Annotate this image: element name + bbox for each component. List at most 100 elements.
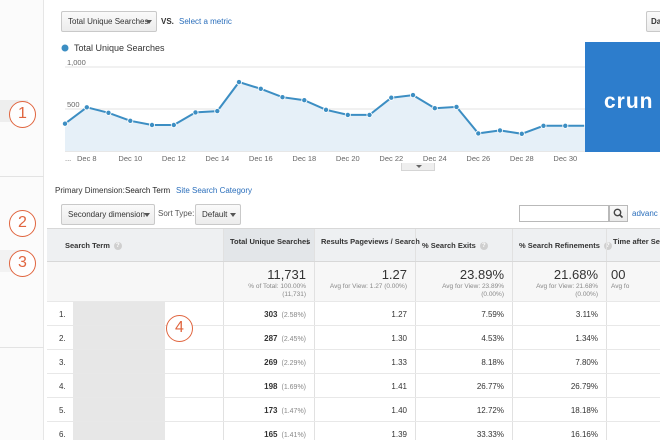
x-tick-label: Dec 12 (162, 154, 186, 163)
table-row: 5. 173 (1.47%) 1.40 12.72% 18.18% (47, 398, 660, 422)
sidebar-divider (0, 347, 44, 348)
header-label: Search Term? (65, 241, 122, 251)
searches-count: 165 (264, 430, 278, 439)
data-point (214, 108, 221, 115)
sort-type-select[interactable]: Default (195, 204, 241, 225)
chart-collapse-handle[interactable] (401, 163, 435, 171)
help-icon[interactable]: ? (479, 242, 488, 251)
select-metric-link[interactable]: Select a metric (179, 17, 232, 26)
cell-value: 26.79% (570, 382, 598, 391)
totals-searches: 11,731 % of Total: 100.00% (11,731) (223, 262, 314, 301)
totals-time: 00 Avg fo (606, 262, 660, 301)
totals-refinements: 21.68% Avg for View: 21.68% (0.00%) (512, 262, 606, 301)
table-row: 2. 287 (2.45%) 1.30 4.53% 1.34% (47, 326, 660, 350)
header-search-exits[interactable]: % Search Exits? (415, 229, 512, 261)
cell-value: 3.11% (575, 310, 598, 319)
cell-value: 33.33% (476, 430, 504, 439)
legend-label: Total Unique Searches (74, 43, 165, 53)
cell-value: 18.18% (570, 406, 598, 415)
advanced-filter-link[interactable]: advanc (632, 209, 658, 218)
chevron-down-icon (146, 20, 152, 24)
callout-badge: 3 (9, 250, 36, 277)
table-row: 6. 165 (1.41%) 1.39 33.33% 16.16% (47, 422, 660, 440)
row-index: 3. (59, 358, 66, 367)
searches-count: 269 (264, 358, 278, 367)
pageviews-cell: 1.30 (314, 326, 415, 349)
totals-subtext: Avg fo (611, 283, 630, 290)
help-icon[interactable]: ? (113, 242, 122, 251)
searches-value: 303 (2.58%) (264, 310, 306, 319)
header-label: % Search Refinements? (519, 241, 612, 251)
header-search-term[interactable]: Search Term? (47, 229, 223, 261)
searches-value: 165 (1.41%) (264, 430, 306, 439)
data-point (518, 130, 525, 137)
header-results-pageviews[interactable]: Results Pageviews / Search (314, 229, 420, 261)
searches-percent: (2.45%) (281, 336, 306, 343)
row-index: 1. (59, 310, 66, 319)
searches-count: 287 (264, 334, 278, 343)
sort-arrow-icon: ↓ (305, 236, 310, 247)
header-text: % Search Refinements (519, 241, 600, 250)
refinements-cell: 26.79% (512, 374, 606, 397)
header-total-unique-searches[interactable]: Total Unique Searches ↓ (223, 229, 314, 261)
table-search-input[interactable] (519, 205, 609, 222)
totals-subtext: Avg for View: 1.27 (0.00%) (329, 283, 407, 290)
chevron-down-icon (144, 213, 150, 217)
header-search-refinements[interactable]: % Search Refinements? (512, 229, 612, 261)
cell-value: 1.27 (391, 310, 407, 319)
totals-subtext: Avg for View: 23.89% (0.00%) (442, 283, 504, 298)
totals-exits: 23.89% Avg for View: 23.89% (0.00%) (415, 262, 512, 301)
data-point (584, 123, 585, 129)
date-granularity-button[interactable]: Da (646, 11, 660, 32)
totals-value: 1.27 (381, 267, 407, 282)
callout-badge: 1 (9, 101, 36, 128)
dimension-search-term[interactable]: Search Term (125, 186, 171, 195)
header-text: Total Unique Searches (230, 237, 311, 246)
searches-cell: 303 (2.58%) (223, 302, 314, 325)
sort-type-value: Default (202, 210, 228, 219)
searches-count: 303 (264, 310, 278, 319)
searches-count: 173 (264, 406, 278, 415)
time-cell (606, 398, 660, 421)
series-area (65, 82, 585, 151)
time-cell (606, 422, 660, 440)
totals-subtext: Avg for View: 21.68% (0.00%) (536, 283, 598, 298)
x-tick-label: Dec 26 (466, 154, 490, 163)
table-row: 3. 269 (2.29%) 1.33 8.18% 7.80% (47, 350, 660, 374)
x-tick-label: Dec 16 (249, 154, 273, 163)
redacted-search-term (73, 398, 165, 421)
data-point (496, 127, 503, 134)
data-point (388, 94, 395, 101)
data-point (83, 104, 90, 111)
secondary-dimension-select[interactable]: Secondary dimension (61, 204, 155, 225)
x-tick-label: Dec 30 (553, 154, 577, 163)
cell-value: 16.16% (570, 430, 598, 439)
header-text: Search Term (65, 241, 110, 250)
search-button[interactable] (609, 205, 628, 222)
searches-percent: (2.29%) (281, 360, 306, 367)
cell-value: 1.39 (391, 430, 407, 439)
data-point (127, 117, 134, 124)
metric-select[interactable]: Total Unique Searches (61, 11, 157, 32)
row-index: 6. (59, 430, 66, 439)
redacted-search-term (73, 350, 165, 373)
refinements-cell: 7.80% (512, 350, 606, 373)
x-tick-label: Dec 22 (379, 154, 403, 163)
data-point (257, 85, 264, 92)
header-time-after-search[interactable]: Time after Sea (606, 229, 660, 261)
searches-cell: 198 (1.69%) (223, 374, 314, 397)
totals-value: 23.89% (459, 267, 504, 282)
data-point (192, 109, 199, 116)
callout-badge: 4 (166, 315, 193, 342)
search-term-cell: 6. (47, 422, 223, 440)
help-icon[interactable]: ? (603, 242, 612, 251)
pageviews-cell: 1.39 (314, 422, 415, 440)
header-text: % Search Exits (422, 241, 476, 250)
vs-label: VS. (161, 17, 174, 26)
dimension-site-search-category[interactable]: Site Search Category (176, 186, 253, 195)
exits-cell: 12.72% (415, 398, 512, 421)
header-text: Time after Sea (613, 237, 660, 246)
data-point (562, 122, 569, 129)
searches-cell: 269 (2.29%) (223, 350, 314, 373)
exits-cell: 26.77% (415, 374, 512, 397)
